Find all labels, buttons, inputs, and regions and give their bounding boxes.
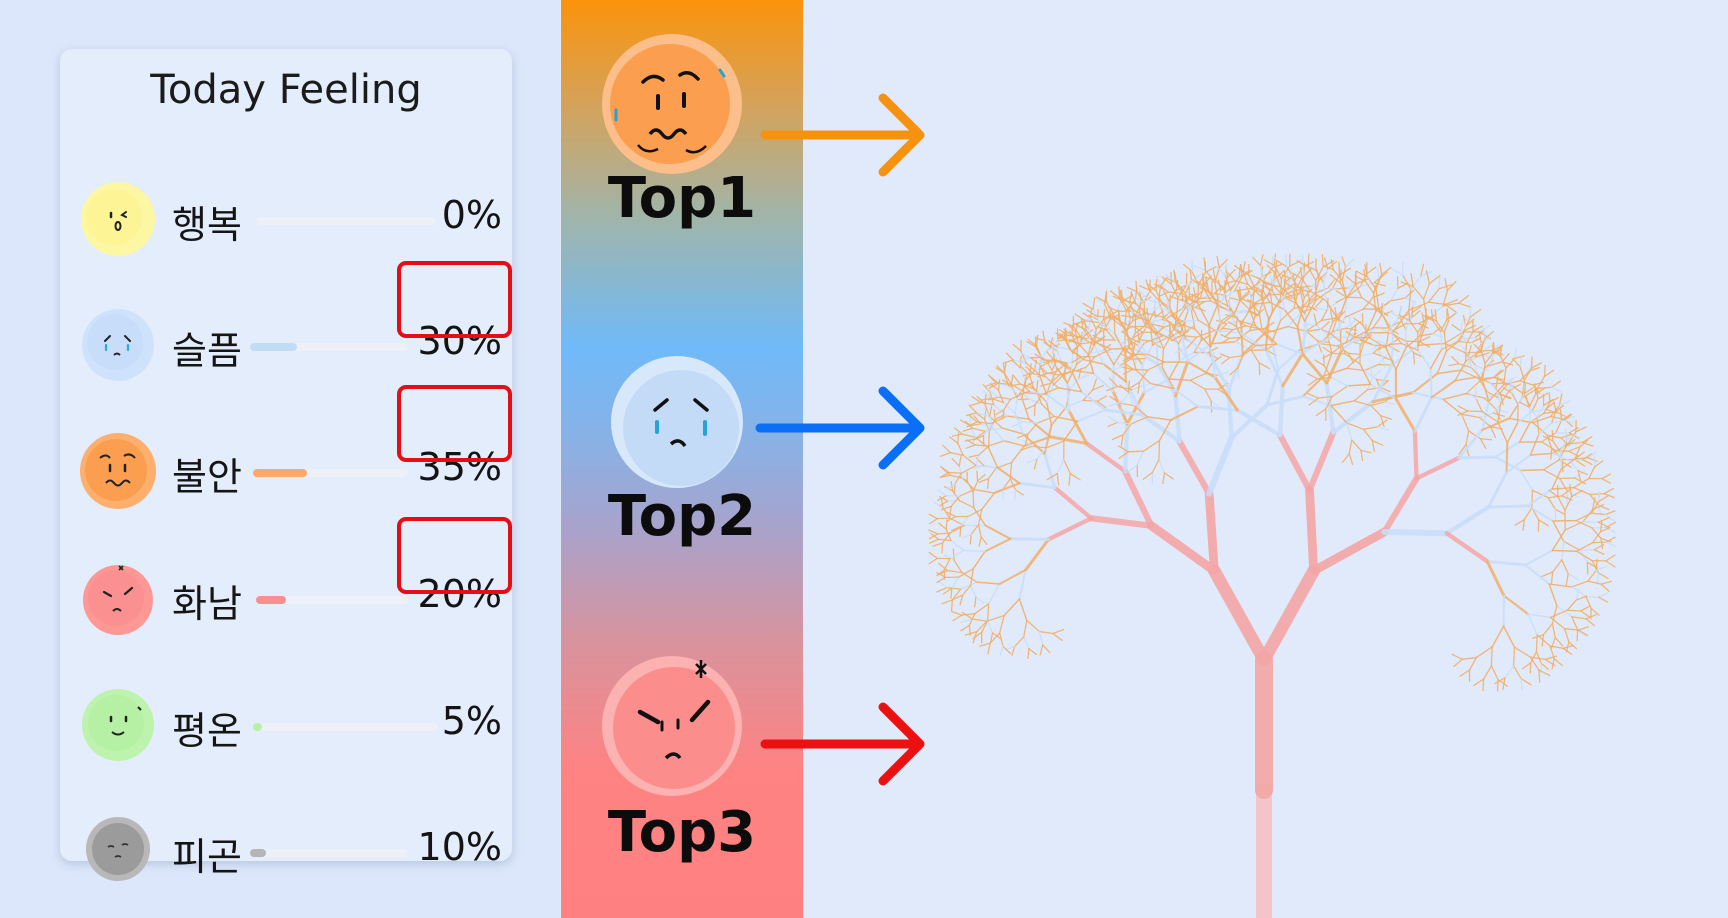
emotion-bar [256,596,408,604]
top3-label: Top3 [607,800,757,865]
sad-face-icon [82,309,154,381]
emotion-percent: 10% [417,825,502,869]
emotion-percent: 0% [441,193,502,237]
emotion-tree [928,253,1617,918]
emotion-bar [253,723,438,731]
highlight-box-angry [397,517,512,594]
tree-branches [928,253,1617,692]
emotion-label: 화남 [172,582,242,626]
angry-face-icon [602,656,742,796]
emotion-bar-fill [250,343,298,351]
emotion-bar-fill [256,596,287,604]
emotion-label: 슬픔 [172,329,242,373]
tired-face-icon [86,817,150,881]
emotion-bar [250,849,408,857]
emotion-row-anxious: 불안 35% [60,421,512,531]
anxious-face-icon [602,34,742,174]
emotion-row-sad: 슬픔 30% [60,295,512,405]
emotion-row-happy: 행복 0% [60,169,512,279]
tree-trunk [1046,380,1491,918]
arrow-top3 [760,702,925,786]
emotion-label: 행복 [172,203,242,247]
anxious-face-icon [80,433,156,509]
emotion-bar-fill [253,723,263,731]
highlight-box-anxious [397,385,512,462]
today-feeling-card: Today Feeling 행복 0% 슬픔 30% [60,49,512,881]
top2-label: Top2 [607,484,757,549]
emotion-bar [253,469,408,477]
emotion-label: 피곤 [172,835,242,879]
sad-face-icon [611,356,743,488]
emotion-bar-fill [253,469,308,477]
emotion-row-calm: 평온 5% [60,675,512,785]
emotion-bar [250,343,408,351]
highlight-box-sad [397,261,512,338]
emotion-label: 불안 [172,455,242,499]
emotion-bar [256,217,436,225]
card-title: Today Feeling [150,67,422,113]
arrow-top2 [755,386,925,470]
emotion-percent: 5% [441,699,502,743]
emotion-label: 평온 [172,709,242,753]
emotion-row-tired: 피곤 10% [60,801,512,911]
emotion-percent: 30% [417,319,502,363]
top1-label: Top1 [607,166,757,231]
calm-face-icon [82,689,154,761]
emotion-row-angry: 화남 20% [60,548,512,658]
emotion-bar-fill [250,849,266,857]
happy-face-icon [81,182,155,256]
emotion-percent: 20% [417,572,502,616]
emotion-percent: 35% [417,445,502,489]
angry-face-icon [83,565,153,635]
arrow-top1 [760,93,925,177]
